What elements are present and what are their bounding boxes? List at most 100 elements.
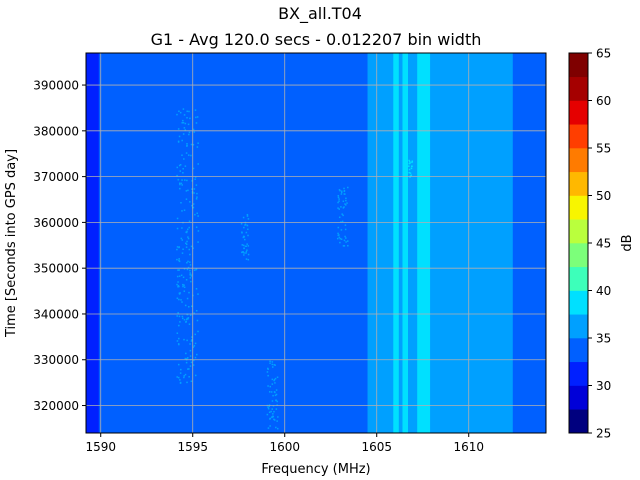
interference-speck xyxy=(187,266,190,269)
interference-speck xyxy=(337,207,339,209)
interference-speck xyxy=(197,230,200,232)
interference-speck xyxy=(342,207,345,209)
interference-speck xyxy=(246,215,249,217)
interference-speck xyxy=(176,248,178,251)
interference-speck xyxy=(347,244,349,247)
interference-speck xyxy=(336,237,339,240)
interference-speck xyxy=(196,192,198,195)
interference-speck xyxy=(176,297,179,300)
interference-speck xyxy=(341,220,344,223)
interference-speck xyxy=(267,368,269,370)
interference-speck xyxy=(197,215,199,217)
heatmap-plot-area xyxy=(85,52,547,434)
interference-speck xyxy=(340,206,342,208)
interference-speck xyxy=(247,234,249,237)
interference-speck xyxy=(187,123,190,126)
interference-speck xyxy=(185,242,187,245)
interference-speck xyxy=(183,375,185,377)
interference-speck xyxy=(273,418,275,421)
colorbar-tick-label: 60 xyxy=(596,94,611,108)
interference-speck xyxy=(411,165,413,167)
interference-speck xyxy=(345,197,347,200)
interference-speck xyxy=(187,189,189,192)
interference-speck xyxy=(341,213,343,215)
interference-speck xyxy=(192,203,195,205)
interference-speck xyxy=(178,285,180,288)
y-tick-label: 340000 xyxy=(33,307,79,321)
frequency-band xyxy=(512,53,546,433)
interference-speck xyxy=(408,171,411,174)
interference-speck xyxy=(240,222,243,225)
interference-speck xyxy=(186,317,189,320)
interference-speck xyxy=(197,293,199,295)
interference-speck xyxy=(176,376,178,378)
interference-speck xyxy=(344,224,347,226)
interference-speck xyxy=(245,250,248,253)
interference-speck xyxy=(181,252,184,254)
interference-speck xyxy=(189,272,191,274)
x-tick-label: 1610 xyxy=(453,440,484,454)
interference-speck xyxy=(195,198,198,200)
colorbar-tick-label: 45 xyxy=(596,237,611,251)
interference-speck xyxy=(181,210,183,212)
interference-speck xyxy=(244,245,247,247)
interference-speck xyxy=(347,186,349,189)
interference-speck xyxy=(247,218,250,220)
interference-speck xyxy=(184,122,187,125)
interference-speck xyxy=(189,201,191,203)
frequency-band xyxy=(417,53,431,433)
interference-speck xyxy=(275,408,278,410)
colorbar-segment xyxy=(569,338,588,363)
interference-speck xyxy=(195,288,198,290)
interference-speck xyxy=(192,167,195,170)
interference-speck xyxy=(186,297,189,300)
interference-speck xyxy=(338,236,341,239)
interference-speck xyxy=(177,376,180,379)
interference-speck xyxy=(194,213,196,216)
interference-speck xyxy=(183,338,185,341)
interference-speck xyxy=(269,360,271,363)
interference-speck xyxy=(182,283,184,286)
interference-speck xyxy=(245,258,248,260)
interference-speck xyxy=(185,352,187,355)
interference-speck xyxy=(244,223,247,226)
interference-speck xyxy=(185,279,188,281)
interference-speck xyxy=(189,269,191,272)
interference-speck xyxy=(190,380,193,383)
interference-speck xyxy=(180,202,182,204)
interference-speck xyxy=(182,285,184,288)
interference-speck xyxy=(188,323,191,325)
interference-speck xyxy=(345,237,347,239)
colorbar-segment xyxy=(569,100,588,125)
frequency-band xyxy=(402,53,408,433)
interference-speck xyxy=(271,366,274,368)
interference-speck xyxy=(185,198,188,200)
interference-speck xyxy=(183,290,186,292)
colorbar-segment xyxy=(569,314,588,339)
interference-speck xyxy=(177,285,179,288)
interference-speck xyxy=(189,264,192,266)
interference-speck xyxy=(190,154,192,157)
interference-speck xyxy=(181,317,184,320)
interference-speck xyxy=(190,340,193,342)
interference-speck xyxy=(182,121,185,124)
interference-speck xyxy=(269,425,271,427)
interference-speck xyxy=(241,231,243,233)
plot-frame xyxy=(85,52,547,434)
interference-speck xyxy=(178,246,180,249)
interference-speck xyxy=(247,258,250,261)
interference-speck xyxy=(190,361,193,364)
interference-speck xyxy=(411,160,414,163)
interference-speck xyxy=(181,239,184,241)
interference-speck xyxy=(185,243,188,246)
colorbar-segment xyxy=(569,266,588,291)
interference-speck xyxy=(192,143,195,146)
interference-speck xyxy=(186,179,188,182)
x-axis: 1590 1595 1600 1605 1610 xyxy=(85,433,484,454)
interference-speck xyxy=(178,269,180,271)
interference-speck xyxy=(274,394,277,397)
interference-speck xyxy=(242,216,245,219)
interference-speck xyxy=(179,111,182,114)
interference-speck xyxy=(197,142,199,144)
interference-speck xyxy=(197,330,199,333)
